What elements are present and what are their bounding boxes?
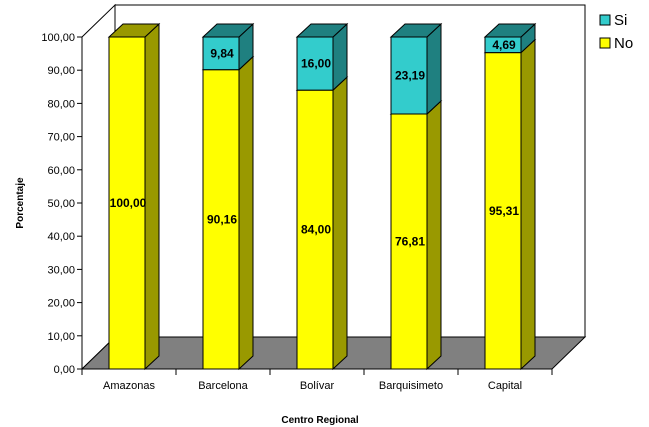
x-tick-label: Capital [488,380,522,392]
legend-swatch [599,37,611,49]
data-label: 4,69 [492,38,516,52]
bar-side [426,99,442,371]
data-label: 76,81 [395,234,425,248]
x-tick-label: Amazonas [103,380,155,392]
data-label: 90,16 [207,212,237,226]
data-label: 95,31 [489,204,519,218]
bar-front [296,36,334,91]
bar-front [390,113,428,370]
data-label: 9,84 [210,46,234,60]
y-tick-label: 40,00 [47,231,75,243]
y-tick-label: 50,00 [47,198,75,210]
bar-top [107,23,161,38]
bar-side [520,38,536,371]
y-tick-label: 0,00 [54,364,75,376]
bar-front [296,89,334,370]
chart-legend: Si No [599,12,633,52]
x-tick-label: Bolívar [300,380,335,392]
y-tick-label: 80,00 [47,98,75,110]
data-label: 16,00 [301,57,331,71]
legend-label: No [614,35,633,52]
bar-front [108,36,146,370]
bar-side [426,22,442,116]
bar-segment [201,22,255,71]
bar-front [390,36,428,115]
bar-top [201,23,255,38]
bar-side [144,22,160,371]
data-label: 23,19 [395,68,425,82]
bar-segment [107,22,161,371]
data-label: 100,00 [110,196,147,210]
y-tick-label: 10,00 [47,331,75,343]
bar-segment [201,55,255,371]
x-tick-label: Barquisimeto [379,380,443,392]
legend-label: Si [614,12,627,29]
bar-segment [389,22,443,116]
bar-top [483,23,537,38]
bar-segment [295,22,349,92]
data-label: 84,00 [301,223,331,237]
bar-front [202,69,240,370]
y-tick-label: 20,00 [47,298,75,310]
y-tick-label: 30,00 [47,264,75,276]
x-axis-title: Centro Regional [281,415,358,426]
bar-front [484,52,522,370]
chart-bars [107,22,537,371]
x-tick-label: Barcelona [198,380,248,392]
y-tick-label: 70,00 [47,132,75,144]
bar-side [238,55,254,371]
bar-segment [483,22,537,54]
y-tick-label: 90,00 [47,65,75,77]
bar-side [332,75,348,371]
bar-segment [295,75,349,371]
y-tick-label: 100,00 [41,32,75,44]
y-tick-label: 60,00 [47,165,75,177]
y-axis-title: Porcentaje [15,177,26,229]
bar-top [295,23,349,38]
chart-data-labels: 100,00 90,16 9,84 84,00 16,00 76,81 23,19 95,31… [110,38,520,249]
bar-top [389,23,443,38]
legend-swatch [599,14,611,26]
